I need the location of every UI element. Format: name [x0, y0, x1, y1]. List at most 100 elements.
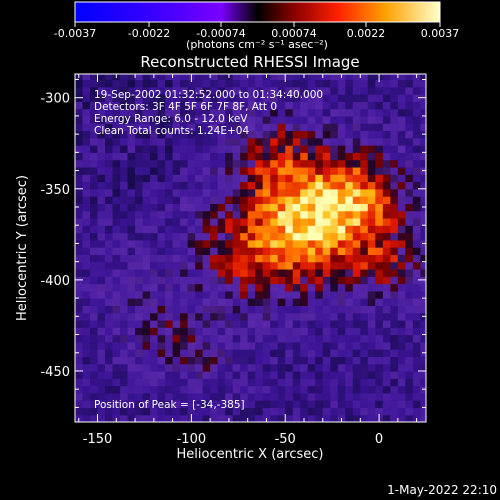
- heatmap-cell: [127, 174, 136, 183]
- heatmap-cell: [195, 349, 204, 358]
- heatmap-cell: [330, 181, 339, 190]
- heatmap-cell: [142, 305, 151, 314]
- heatmap-cell: [195, 137, 204, 146]
- heatmap-cell: [285, 101, 294, 110]
- heatmap-cell: [255, 232, 264, 241]
- heatmap-cell: [97, 363, 106, 372]
- heatmap-cell: [135, 283, 144, 292]
- heatmap-cell: [337, 115, 346, 124]
- heatmap-cell: [97, 312, 106, 321]
- heatmap-cell: [210, 166, 219, 175]
- heatmap-cell: [90, 203, 99, 212]
- heatmap-cell: [150, 400, 159, 409]
- heatmap-cell: [315, 101, 324, 110]
- heatmap-cell: [97, 181, 106, 190]
- heatmap-cell: [367, 334, 376, 343]
- heatmap-cell: [150, 79, 159, 88]
- heatmap-cell: [330, 210, 339, 219]
- heatmap-cell: [135, 261, 144, 270]
- heatmap-cell: [142, 101, 151, 110]
- heatmap-cell: [187, 356, 196, 365]
- heatmap-cell: [330, 74, 339, 81]
- heatmap-cell: [75, 363, 84, 372]
- heatmap-cell: [300, 276, 309, 285]
- heatmap-cell: [360, 327, 369, 336]
- heatmap-cell: [127, 385, 136, 394]
- heatmap-cell: [217, 188, 226, 197]
- heatmap-cell: [300, 166, 309, 175]
- heatmap-cell: [300, 174, 309, 183]
- heatmap-cell: [420, 414, 426, 422]
- heatmap-cell: [247, 385, 256, 394]
- heatmap-cell: [232, 254, 241, 263]
- heatmap-cell: [210, 94, 219, 102]
- heatmap-cell: [127, 283, 136, 292]
- heatmap-cell: [300, 86, 309, 95]
- heatmap-cell: [382, 94, 391, 102]
- heatmap-cell: [405, 356, 414, 365]
- heatmap-cell: [157, 327, 166, 336]
- heatmap-cell: [412, 86, 421, 95]
- heatmap-cell: [405, 217, 414, 226]
- heatmap-cell: [360, 305, 369, 314]
- heatmap-cell: [97, 298, 106, 306]
- heatmap-cell: [105, 247, 114, 255]
- heatmap-cell: [135, 101, 144, 110]
- heatmap-cell: [345, 290, 354, 299]
- heatmap-cell: [390, 239, 399, 248]
- heatmap-cell: [202, 407, 211, 416]
- heatmap-cell: [247, 290, 256, 299]
- heatmap-cell: [247, 166, 256, 175]
- heatmap-cell: [225, 312, 234, 321]
- heatmap-cell: [322, 319, 331, 328]
- heatmap-cell: [255, 392, 264, 401]
- heatmap-cell: [420, 334, 426, 343]
- heatmap-cell: [97, 101, 106, 110]
- heatmap-cell: [225, 181, 234, 190]
- heatmap-cell: [127, 115, 136, 124]
- heatmap-cell: [187, 217, 196, 226]
- heatmap-cell: [157, 407, 166, 416]
- heatmap-cell: [210, 363, 219, 372]
- heatmap-cell: [397, 196, 406, 204]
- heatmap-cell: [150, 298, 159, 306]
- heatmap-cell: [142, 385, 151, 394]
- heatmap-cell: [382, 145, 391, 153]
- heatmap-cell: [195, 247, 204, 255]
- heatmap-cell: [382, 341, 391, 350]
- heatmap-cell: [292, 203, 301, 212]
- heatmap-cell: [112, 115, 121, 124]
- heatmap-cell: [307, 217, 316, 226]
- heatmap-cell: [135, 94, 144, 102]
- heatmap-cell: [420, 137, 426, 146]
- heatmap-cell: [157, 79, 166, 88]
- heatmap-cell: [195, 152, 204, 161]
- heatmap-cell: [390, 327, 399, 336]
- heatmap-cell: [157, 130, 166, 139]
- heatmap-cell: [120, 145, 129, 153]
- heatmap-cell: [112, 407, 121, 416]
- heatmap-cell: [292, 188, 301, 197]
- heatmap-cell: [90, 319, 99, 328]
- heatmap-cell: [82, 305, 91, 314]
- heatmap-cell: [382, 101, 391, 110]
- heatmap-cell: [390, 203, 399, 212]
- heatmap-cell: [240, 268, 249, 277]
- heatmap-cell: [390, 276, 399, 285]
- heatmap-cell: [112, 174, 121, 183]
- heatmap-cell: [232, 363, 241, 372]
- heatmap-cell: [277, 188, 286, 197]
- heatmap-cell: [187, 174, 196, 183]
- heatmap-cell: [210, 225, 219, 234]
- heatmap-cell: [202, 385, 211, 394]
- heatmap-cell: [165, 217, 174, 226]
- heatmap-cell: [225, 203, 234, 212]
- heatmap-cell: [412, 232, 421, 241]
- heatmap-cell: [120, 414, 129, 422]
- heatmap-cell: [217, 276, 226, 285]
- heatmap-cell: [90, 137, 99, 146]
- heatmap-cell: [300, 261, 309, 270]
- heatmap-cell: [127, 196, 136, 204]
- heatmap-cell: [367, 341, 376, 350]
- heatmap-cell: [322, 94, 331, 102]
